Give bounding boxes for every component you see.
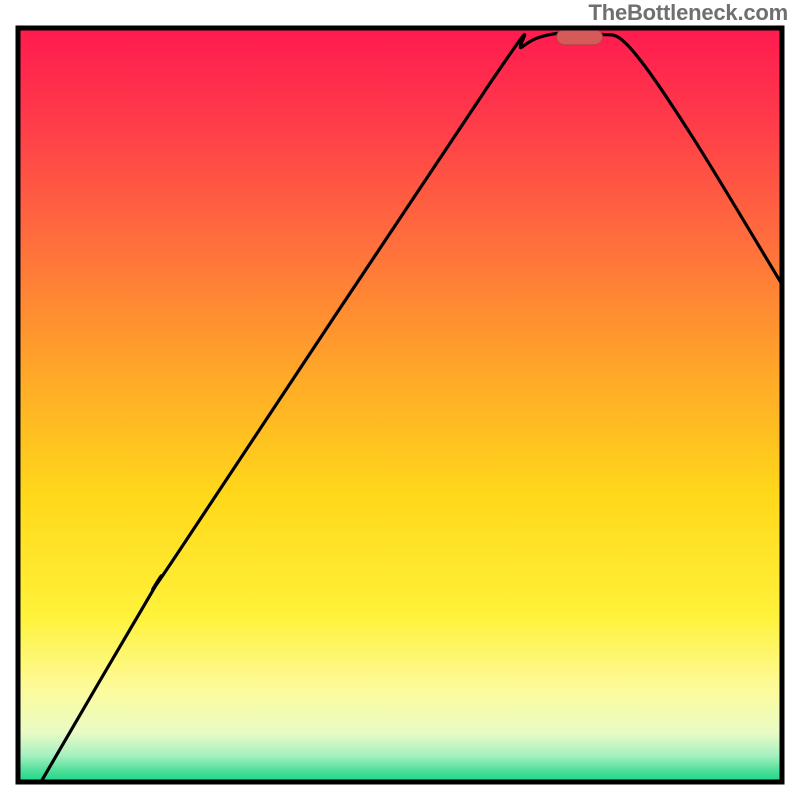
watermark-text: TheBottleneck.com	[588, 0, 788, 26]
gradient-background	[18, 28, 782, 782]
optimal-marker	[557, 30, 603, 45]
bottleneck-chart	[0, 0, 800, 800]
plot-area	[18, 28, 782, 782]
